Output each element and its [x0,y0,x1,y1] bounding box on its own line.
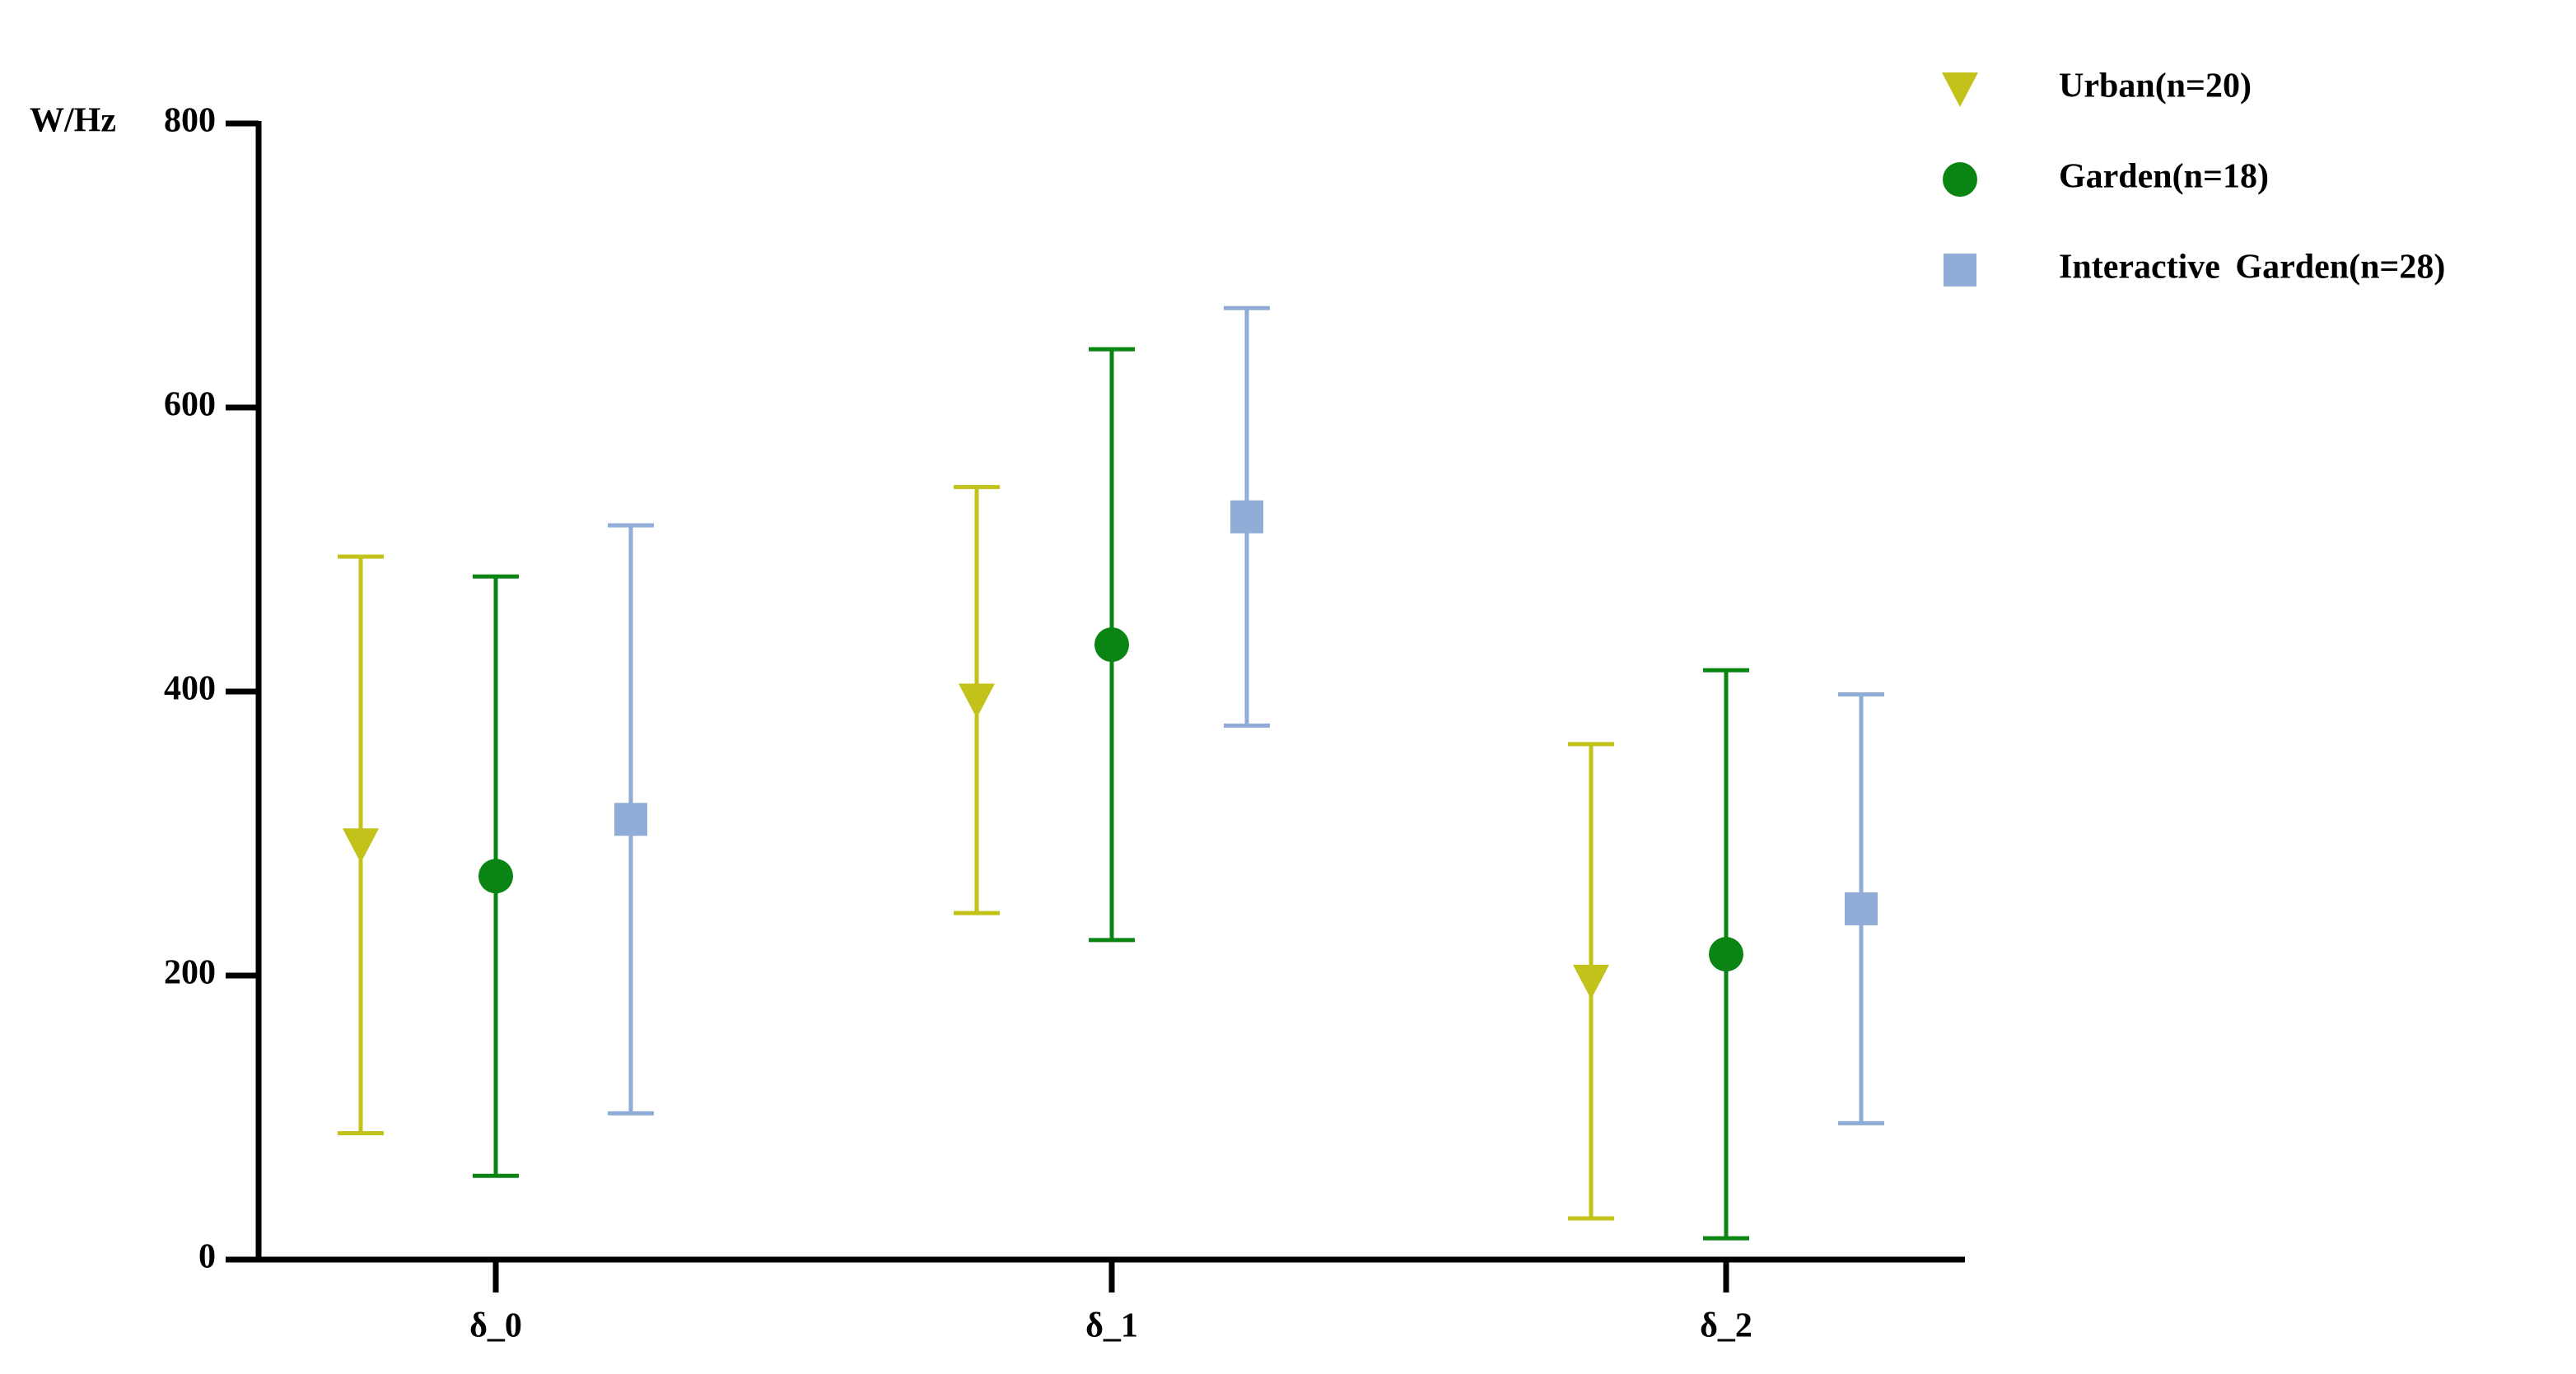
marker [1845,892,1878,925]
marker [959,683,995,719]
y-tick-label: 200 [164,954,216,992]
y-tick-label: 600 [164,386,216,424]
marker [1709,937,1743,972]
y-tick-label: 400 [164,670,216,708]
legend-label: Garden(n=18) [2059,158,2269,196]
x-tick-label: δ_2 [1700,1307,1752,1345]
marker [1094,627,1129,663]
x-tick-label: δ_0 [469,1307,522,1345]
legend-marker [1942,72,1978,107]
legend-label: Urban(n=20) [2059,68,2252,105]
legend-label: Interactive Garden(n=28) [2059,249,2445,286]
y-tick-label: 0 [198,1238,216,1276]
marker [343,828,379,864]
marker [614,803,647,836]
y-tick-label: 800 [164,102,216,140]
x-tick-label: δ_1 [1085,1307,1138,1345]
y-axis-label: W/Hz [30,102,116,140]
marker [1573,964,1609,999]
marker [1230,500,1263,533]
legend-marker [1944,254,1976,286]
legend-marker [1943,162,1977,197]
marker [478,859,513,894]
